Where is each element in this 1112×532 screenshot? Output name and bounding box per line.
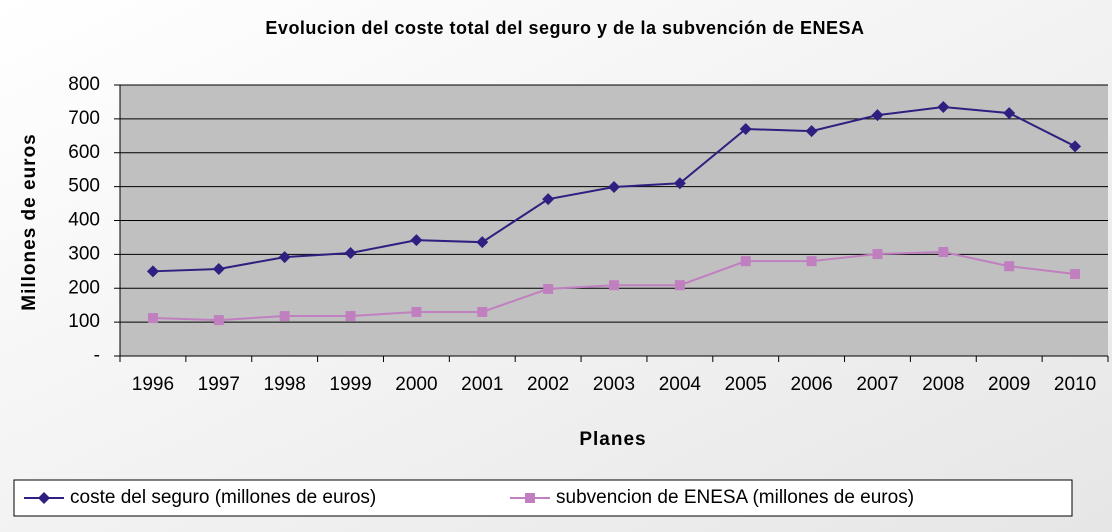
marker (279, 311, 290, 322)
x-tick-label: 2002 (527, 374, 569, 395)
x-tick-label: 1999 (329, 374, 371, 395)
marker (542, 193, 555, 206)
x-tick-label: 2006 (790, 374, 832, 395)
marker (147, 313, 158, 324)
marker (805, 125, 818, 138)
y-tick-label: 100 (68, 311, 100, 332)
legend-label: coste del seguro (millones de euros) (70, 487, 376, 508)
marker (477, 306, 488, 317)
marker (410, 234, 423, 247)
x-tick-label: 1996 (132, 374, 174, 395)
marker (476, 236, 489, 249)
x-tick-label: 2008 (922, 374, 964, 395)
marker (1069, 140, 1082, 153)
x-tick-label: 2009 (988, 374, 1030, 395)
x-tick-label: 2007 (856, 374, 898, 395)
y-tick-label: 200 (68, 277, 100, 298)
marker (674, 280, 685, 291)
marker (1004, 261, 1015, 272)
marker (543, 283, 554, 294)
legend (13, 479, 1073, 517)
y-tick-label: 300 (68, 243, 100, 264)
x-tick-label: 2004 (659, 374, 702, 395)
x-tick-label: 2010 (1054, 374, 1096, 395)
x-tick-label: 1998 (264, 374, 306, 395)
y-tick-label: 700 (68, 108, 100, 129)
x-tick-label: 2005 (725, 374, 767, 395)
y-tick-label: 600 (68, 142, 100, 163)
y-tick-label: 400 (68, 210, 100, 231)
marker (1070, 269, 1081, 280)
marker (872, 249, 883, 260)
y-tick-label: 500 (68, 176, 100, 197)
marker (213, 315, 224, 326)
x-tick-label: 2000 (395, 374, 437, 395)
marker (608, 180, 620, 193)
legend-label: subvencion de ENESA (millones de euros) (556, 487, 914, 508)
marker (278, 251, 291, 264)
marker (871, 109, 884, 122)
marker (146, 265, 159, 278)
marker (740, 256, 751, 267)
marker (344, 247, 357, 260)
marker (212, 262, 225, 275)
marker (38, 492, 50, 504)
x-tick-label: 1997 (198, 374, 240, 395)
y-tick-label: 800 (68, 74, 100, 95)
marker (525, 493, 535, 503)
marker (806, 256, 817, 267)
y-axis-label: Millones de euros (19, 133, 40, 310)
x-axis-label: Planes (579, 429, 646, 450)
marker (1003, 107, 1016, 120)
y-tick-label: - (94, 345, 100, 366)
marker (609, 280, 619, 291)
x-tick-label: 2003 (593, 374, 635, 395)
x-tick-label: 2001 (461, 374, 503, 395)
marker (411, 306, 422, 317)
chart-title: Evolucion del coste total del seguro y d… (265, 18, 864, 38)
marker (937, 101, 950, 114)
marker (345, 311, 356, 322)
marker (739, 123, 752, 136)
marker (673, 177, 686, 190)
marker (938, 247, 949, 258)
